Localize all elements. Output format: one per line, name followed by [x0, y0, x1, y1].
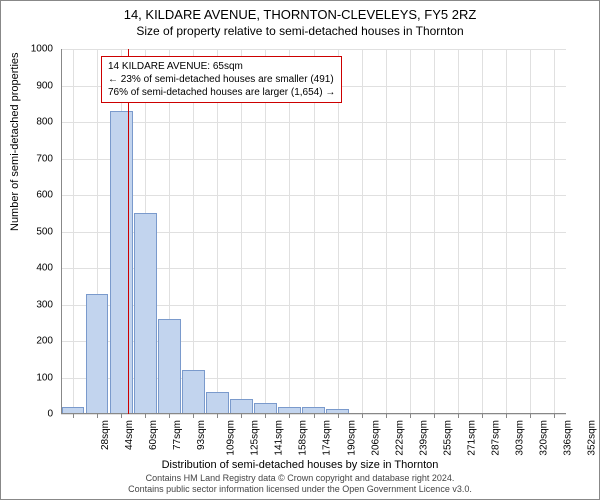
xtick-label: 303sqm: [514, 420, 525, 456]
histogram-bar: [86, 294, 109, 414]
xtick-label: 287sqm: [490, 420, 501, 456]
xtick-label: 125sqm: [250, 420, 261, 456]
gridline-v: [217, 49, 218, 414]
xtick-label: 352sqm: [587, 420, 598, 456]
xtick-mark: [506, 414, 507, 418]
gridline-v: [458, 49, 459, 414]
xtick-label: 28sqm: [100, 420, 111, 450]
histogram-bar: [206, 392, 229, 414]
info-box-line: 14 KILDARE AVENUE: 65sqm: [108, 60, 335, 73]
xtick-mark: [386, 414, 387, 418]
ytick-label: 900: [23, 80, 53, 91]
xtick-mark: [458, 414, 459, 418]
xtick-mark: [169, 414, 170, 418]
gridline-v: [241, 49, 242, 414]
xtick-mark: [362, 414, 363, 418]
gridline-v: [73, 49, 74, 414]
histogram-bar: [110, 111, 133, 414]
xtick-label: 271sqm: [466, 420, 477, 456]
footer-attribution: Contains HM Land Registry data © Crown c…: [1, 473, 599, 495]
histogram-bar: [134, 213, 157, 414]
xtick-label: 158sqm: [298, 420, 309, 456]
info-box-line: 76% of semi-detached houses are larger (…: [108, 86, 335, 99]
xtick-mark: [217, 414, 218, 418]
ytick-label: 800: [23, 117, 53, 128]
xtick-mark: [314, 414, 315, 418]
gridline-v: [362, 49, 363, 414]
xtick-label: 206sqm: [370, 420, 381, 456]
xtick-mark: [121, 414, 122, 418]
gridline-v: [265, 49, 266, 414]
histogram-bar: [158, 319, 181, 414]
xtick-mark: [193, 414, 194, 418]
info-box-line: ← 23% of semi-detached houses are smalle…: [108, 73, 335, 86]
xtick-label: 190sqm: [346, 420, 357, 456]
gridline-v: [554, 49, 555, 414]
xtick-label: 255sqm: [442, 420, 453, 456]
gridline-v: [193, 49, 194, 414]
gridline-v: [530, 49, 531, 414]
ytick-label: 0: [23, 409, 53, 420]
chart-title: 14, KILDARE AVENUE, THORNTON-CLEVELEYS, …: [1, 7, 599, 22]
reference-line: [128, 49, 129, 414]
xtick-label: 320sqm: [538, 420, 549, 456]
footer-line1: Contains HM Land Registry data © Crown c…: [1, 473, 599, 484]
y-axis-line: [61, 49, 62, 414]
chart-subtitle: Size of property relative to semi-detach…: [1, 24, 599, 38]
xtick-mark: [434, 414, 435, 418]
ytick-label: 300: [23, 299, 53, 310]
xtick-label: 60sqm: [148, 420, 159, 450]
xtick-label: 141sqm: [274, 420, 285, 456]
ytick-label: 400: [23, 263, 53, 274]
x-axis-line: [61, 413, 566, 414]
xtick-label: 77sqm: [172, 420, 183, 450]
gridline-v: [289, 49, 290, 414]
ytick-label: 600: [23, 190, 53, 201]
x-axis-label: Distribution of semi-detached houses by …: [1, 459, 599, 471]
xtick-label: 336sqm: [563, 420, 574, 456]
xtick-mark: [554, 414, 555, 418]
footer-line2: Contains public sector information licen…: [1, 484, 599, 495]
ytick-label: 200: [23, 336, 53, 347]
xtick-mark: [241, 414, 242, 418]
histogram-bar: [182, 370, 205, 414]
gridline-v: [506, 49, 507, 414]
xtick-label: 44sqm: [124, 420, 135, 450]
gridline-v: [482, 49, 483, 414]
info-box: 14 KILDARE AVENUE: 65sqm← 23% of semi-de…: [101, 56, 342, 103]
xtick-mark: [145, 414, 146, 418]
xtick-mark: [410, 414, 411, 418]
xtick-mark: [338, 414, 339, 418]
xtick-label: 109sqm: [226, 420, 237, 456]
ytick-label: 700: [23, 153, 53, 164]
xtick-label: 222sqm: [394, 420, 405, 456]
chart-container: 14, KILDARE AVENUE, THORNTON-CLEVELEYS, …: [0, 0, 600, 500]
gridline-v: [386, 49, 387, 414]
gridline-v: [434, 49, 435, 414]
gridline-v: [314, 49, 315, 414]
ytick-label: 500: [23, 226, 53, 237]
xtick-label: 239sqm: [418, 420, 429, 456]
xtick-mark: [97, 414, 98, 418]
xtick-mark: [289, 414, 290, 418]
ytick-label: 100: [23, 372, 53, 383]
ytick-label: 1000: [23, 44, 53, 55]
xtick-mark: [73, 414, 74, 418]
chart-area: 14 KILDARE AVENUE: 65sqm← 23% of semi-de…: [61, 49, 566, 414]
xtick-mark: [482, 414, 483, 418]
gridline-v: [338, 49, 339, 414]
y-axis-label: Number of semi-detached properties: [9, 52, 21, 231]
xtick-mark: [265, 414, 266, 418]
gridline-v: [410, 49, 411, 414]
xtick-mark: [530, 414, 531, 418]
xtick-label: 93sqm: [196, 420, 207, 450]
xtick-label: 174sqm: [322, 420, 333, 456]
histogram-bar: [230, 399, 253, 414]
plot-region: 14 KILDARE AVENUE: 65sqm← 23% of semi-de…: [61, 49, 566, 414]
